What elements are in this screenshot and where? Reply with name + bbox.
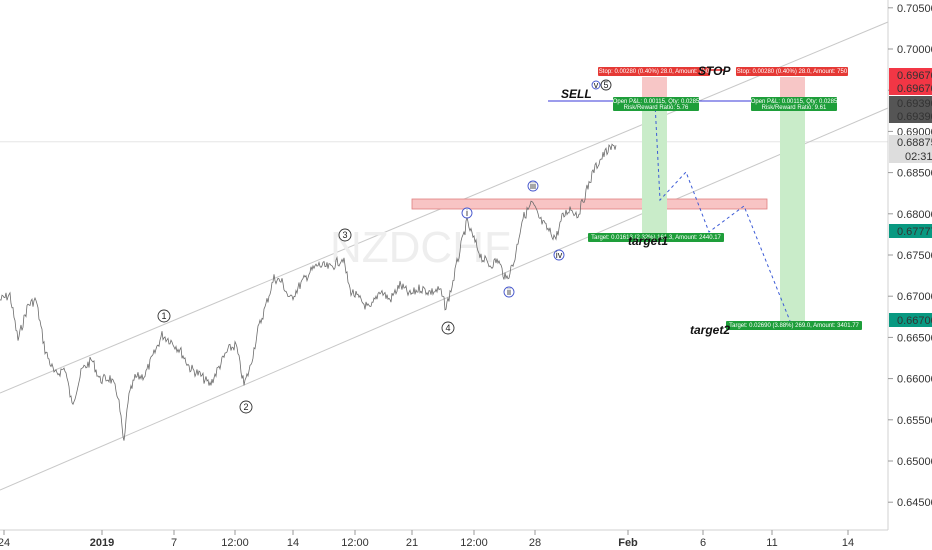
x-tick-label: 12:00	[341, 537, 369, 549]
wave-label-iii[interactable]: iii	[527, 180, 539, 192]
target-tag-2[interactable]: Target: 0.02690 (3.88%) 269.0, Amount: 3…	[726, 321, 862, 330]
target-zone-1[interactable]	[642, 101, 667, 233]
x-tick-label: 7	[171, 537, 177, 549]
svg-text:4: 4	[445, 323, 450, 333]
wave-label-4[interactable]: 4	[441, 321, 455, 335]
svg-text:5: 5	[603, 80, 608, 90]
trend-channel: NZDCHF	[0, 21, 889, 491]
stop-tag-1[interactable]: Stop: 0.00280 (0.40%) 28.0, Amount: 750	[598, 67, 710, 76]
open-pl-tag-2[interactable]: Open P&L: 0.00115, Qty: 0.0285Risk/Rewar…	[751, 97, 838, 111]
x-tick-label: 12:00	[221, 537, 249, 549]
stop-tag-2[interactable]: Stop: 0.00280 (0.40%) 28.0, Amount: 750	[736, 67, 848, 76]
price-label: 0.67777	[889, 224, 932, 238]
wave-label-3[interactable]: 3	[338, 228, 352, 242]
wave-label-2[interactable]: 2	[239, 400, 253, 414]
projected-path	[654, 102, 791, 322]
svg-text:3: 3	[342, 230, 347, 240]
target1-annotation: target1	[628, 234, 668, 248]
position-tags: Stop: 0.00280 (0.40%) 28.0, Amount: 750 S…	[588, 67, 862, 330]
x-tick-label: 6	[700, 537, 706, 549]
symbol-watermark: NZDCHF	[330, 223, 511, 272]
resistance-zone[interactable]	[411, 198, 768, 210]
sell-annotation: SELL	[561, 87, 592, 101]
svg-text:Risk/Reward Ratio: 5.76: Risk/Reward Ratio: 5.76	[624, 105, 689, 111]
svg-text:1: 1	[161, 311, 166, 321]
wave-label-i[interactable]: i	[461, 207, 473, 219]
x-tick-label: 14	[842, 537, 854, 549]
price-label: 0.68875	[889, 135, 932, 149]
svg-text:Target: 0.02690 (3.88%) 269.0,: Target: 0.02690 (3.88%) 269.0, Amount: 3…	[729, 323, 859, 329]
svg-text:iv: iv	[556, 250, 563, 260]
countdown-label: 02:31	[889, 149, 932, 163]
x-tick-label: 12:00	[460, 537, 488, 549]
target-zone-2[interactable]	[780, 101, 805, 321]
wave-label-1[interactable]: 1	[157, 309, 171, 323]
x-tick-label: 24	[0, 537, 10, 549]
svg-text:0.68875: 0.68875	[897, 137, 932, 149]
wave-label-5[interactable]: 5	[600, 79, 612, 91]
svg-text:Risk/Reward Ratio: 9.61: Risk/Reward Ratio: 9.61	[762, 105, 827, 111]
svg-text:Stop: 0.00280 (0.40%) 28.0, Am: Stop: 0.00280 (0.40%) 28.0, Amount: 750	[737, 69, 848, 75]
svg-text:i: i	[466, 208, 468, 218]
x-tick-label: 21	[406, 537, 418, 549]
x-tick-label: 14	[287, 537, 299, 549]
price-series	[0, 143, 617, 441]
x-tick-label: 2019	[90, 537, 114, 549]
open-pl-tag-1[interactable]: Open P&L: 0.00115, Qty: 0.0285Risk/Rewar…	[613, 97, 700, 111]
svg-text:0.67777: 0.67777	[897, 226, 932, 238]
target2-annotation: target2	[690, 323, 730, 337]
wave-label-ii[interactable]: ii	[503, 286, 515, 298]
svg-text:ii: ii	[507, 287, 511, 297]
svg-text:iii: iii	[530, 181, 536, 191]
wave-label-iv[interactable]: iv	[553, 249, 565, 261]
price-line	[0, 143, 617, 441]
svg-text:Target: 0.01613 (2.32%) 161.3,: Target: 0.01613 (2.32%) 161.3, Amount: 2…	[591, 235, 721, 241]
wave-label-v[interactable]: v	[591, 80, 601, 90]
svg-text:2: 2	[243, 402, 248, 412]
stop-annotation: STOP	[698, 64, 731, 78]
x-tick-label: Feb	[618, 537, 638, 549]
svg-text:Open P&L: 0.00115, Qty: 0.0285: Open P&L: 0.00115, Qty: 0.0285	[613, 99, 700, 105]
projection-path	[654, 102, 791, 322]
x-tick-label: 11	[766, 537, 777, 549]
y-tick-label: 0.64500	[897, 497, 932, 509]
svg-text:v: v	[594, 80, 599, 90]
svg-text:Stop: 0.00280 (0.40%) 28.0, Am: Stop: 0.00280 (0.40%) 28.0, Amount: 750	[599, 69, 710, 75]
target-tag-1[interactable]: Target: 0.01613 (2.32%) 161.3, Amount: 2…	[588, 233, 724, 242]
svg-text:02:31: 02:31	[905, 151, 932, 163]
svg-text:Open P&L: 0.00115, Qty: 0.0285: Open P&L: 0.00115, Qty: 0.0285	[751, 99, 838, 105]
x-tick-label: 28	[529, 537, 541, 549]
time-axis[interactable]: 24 2019 7 12:00 14 12:00 21 12:00 28 Feb 6 11 14	[0, 530, 854, 549]
